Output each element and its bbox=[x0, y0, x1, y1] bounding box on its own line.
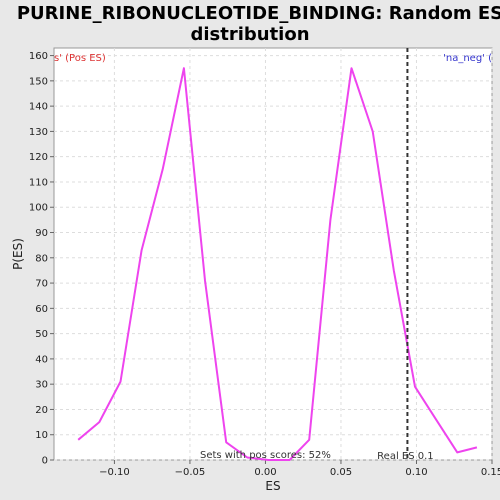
pos-es-note: s' (Pos ES) bbox=[54, 53, 106, 64]
y-tick-label: 120 bbox=[29, 152, 48, 163]
x-axis: −0.10 −0.05 0.00 0.05 0.10 0.15 bbox=[99, 460, 500, 478]
x-tick-label: 0.10 bbox=[405, 467, 427, 478]
y-axis-label: P(ES) bbox=[11, 238, 25, 270]
es-distribution-line bbox=[77, 67, 478, 461]
plot-area bbox=[53, 47, 493, 461]
x-tick-label: 0.05 bbox=[330, 467, 352, 478]
y-tick-label: 10 bbox=[35, 430, 48, 441]
y-tick-label: 20 bbox=[35, 405, 48, 416]
chart-title-line1: PURINE_RIBONUCLEOTIDE_BINDING: Random ES bbox=[17, 3, 500, 24]
x-axis-label: ES bbox=[265, 479, 280, 493]
series-layer bbox=[77, 67, 478, 461]
y-tick-label: 30 bbox=[35, 380, 48, 391]
y-tick-label: 70 bbox=[35, 279, 48, 290]
y-tick-label: 0 bbox=[42, 456, 48, 467]
x-tick-label: −0.05 bbox=[175, 467, 206, 478]
y-tick-label: 100 bbox=[29, 203, 48, 214]
y-tick-label: 130 bbox=[29, 127, 48, 138]
x-tick-label: 0.15 bbox=[481, 467, 500, 478]
na-neg-note: 'na_neg' ( bbox=[443, 53, 492, 64]
real-es-label: Real ES 0.1 bbox=[377, 451, 433, 462]
y-tick-label: 110 bbox=[29, 177, 48, 188]
grid bbox=[54, 48, 493, 461]
chart-title-line2: distribution bbox=[190, 24, 309, 45]
x-tick-label: 0.00 bbox=[254, 467, 276, 478]
y-tick-label: 50 bbox=[35, 329, 48, 340]
y-tick-label: 160 bbox=[29, 51, 48, 62]
y-tick-label: 80 bbox=[35, 253, 48, 264]
y-tick-label: 40 bbox=[35, 354, 48, 365]
x-tick-label: −0.10 bbox=[99, 467, 130, 478]
y-tick-label: 150 bbox=[29, 76, 48, 87]
pos-scores-note: Sets with pos scores: 52% bbox=[200, 450, 331, 461]
y-tick-label: 140 bbox=[29, 102, 48, 113]
y-tick-label: 60 bbox=[35, 304, 48, 315]
y-axis: 0 10 20 30 40 50 60 70 80 90 100 110 120 130 140 150 160 bbox=[29, 51, 54, 467]
y-tick-label: 90 bbox=[35, 228, 48, 239]
